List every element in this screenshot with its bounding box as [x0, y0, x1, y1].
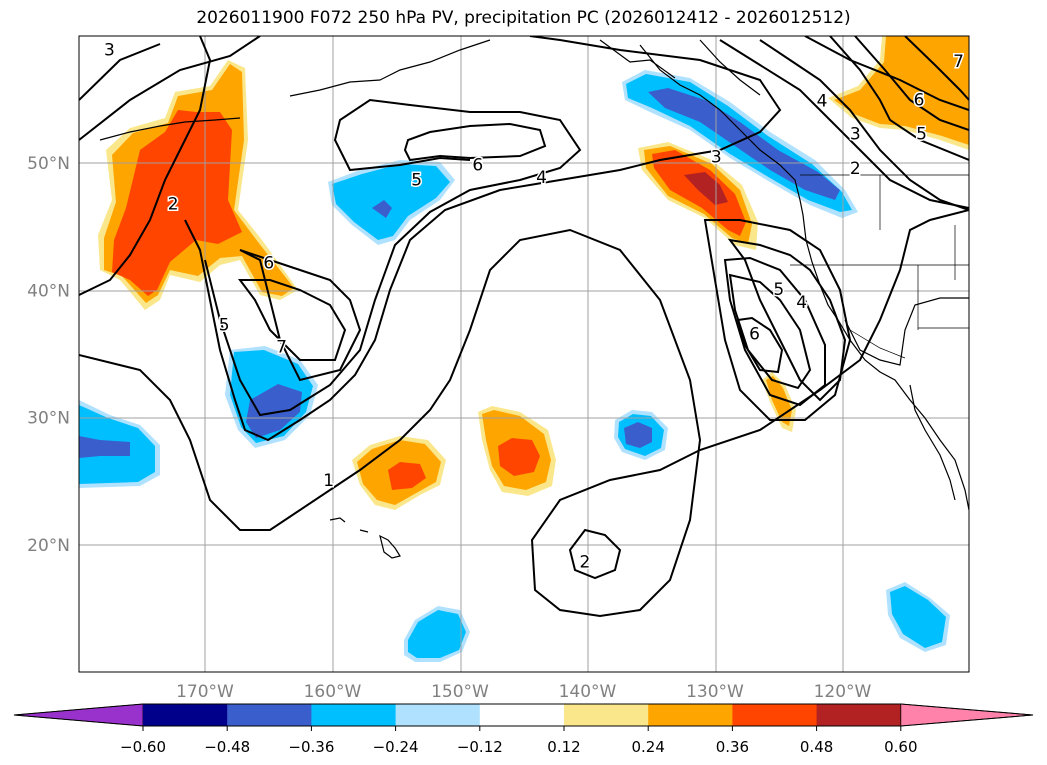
lon-label: 160°W [304, 682, 362, 702]
lon-label: 150°W [431, 682, 489, 702]
contour-label: 7 [276, 337, 287, 357]
contour-label: 5 [773, 280, 784, 300]
contour-label: 6 [263, 253, 274, 273]
colorbar-segment [816, 704, 902, 726]
contour-label: 4 [796, 293, 807, 313]
colorbar-tick-label: 0.36 [716, 738, 749, 756]
colorbar-segment [311, 704, 397, 726]
colorbar-tick-label: −0.24 [373, 738, 419, 756]
contour-label: 4 [817, 92, 828, 112]
latitude-labels: 50°N 40°N 30°N 20°N [27, 154, 70, 556]
lat-label: 30°N [27, 409, 70, 429]
colorbar-tick-label: −0.60 [120, 738, 166, 756]
lat-label: 50°N [27, 154, 70, 174]
lon-label: 130°W [686, 682, 744, 702]
contour-label: 7 [953, 52, 964, 72]
contour-label: 6 [472, 155, 483, 175]
contour-label: 3 [104, 41, 115, 61]
colorbar-tick-label: −0.48 [204, 738, 250, 756]
map-frame [78, 35, 970, 673]
contour-label: 6 [749, 325, 760, 345]
colorbar-tick-label: 0.48 [800, 738, 833, 756]
contour-label: 4 [536, 168, 547, 188]
colorbar-tick-label: −0.12 [457, 738, 503, 756]
lon-label: 140°W [559, 682, 617, 702]
colorbar-extend-low [13, 703, 144, 727]
map-title: 2026011900 F072 250 hPa PV, precipitatio… [196, 8, 851, 28]
colorbar-segment [479, 704, 565, 726]
colorbar-segment [564, 704, 649, 726]
contour-label: 2 [168, 195, 179, 215]
contour-label: 5 [219, 316, 230, 336]
graticule [79, 36, 969, 672]
colorbar-segment [648, 704, 733, 726]
contour-label: 3 [850, 125, 861, 145]
colorbar-segment [395, 704, 481, 726]
lon-label: 170°W [176, 682, 234, 702]
contour-label: 2 [580, 552, 591, 572]
colorbar-tick-label: 0.24 [631, 738, 664, 756]
colorbar-ticks: −0.60 −0.48 −0.36 −0.24 −0.12 0.12 0.24 0.36 0.4… [120, 726, 918, 756]
colorbar-tick-label: −0.36 [288, 738, 334, 756]
colorbar-tick-label: 0.12 [547, 738, 580, 756]
contour-label: 3 [711, 148, 722, 168]
colorbar-segment [143, 704, 228, 726]
pv-contours [79, 36, 969, 618]
borders [790, 174, 969, 359]
colorbar-segment [227, 704, 312, 726]
lon-label: 120°W [814, 682, 872, 702]
colorbar-tick-label: 0.60 [884, 738, 917, 756]
lat-label: 20°N [27, 536, 70, 556]
contour-label: 1 [323, 471, 334, 491]
contour-label: 2 [850, 159, 861, 179]
contour-label: 5 [916, 125, 927, 145]
longitude-labels: 170°W 160°W 150°W 140°W 130°W 120°W [176, 682, 871, 702]
colorbar-segments [13, 703, 1034, 727]
colorbar-extend-high [900, 703, 1034, 727]
lat-label: 40°N [27, 281, 70, 301]
contour-label: 6 [914, 90, 925, 110]
contour-label: 5 [411, 171, 422, 191]
colorbar-segment [732, 704, 818, 726]
